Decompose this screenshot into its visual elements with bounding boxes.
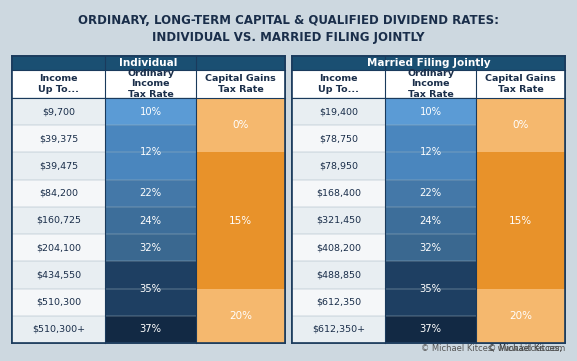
Bar	[12, 125, 105, 152]
Bar	[292, 152, 385, 180]
Bar	[476, 98, 565, 152]
Text: $488,850: $488,850	[316, 270, 361, 279]
Bar	[385, 125, 476, 180]
Text: $612,350: $612,350	[316, 298, 361, 306]
Bar	[292, 180, 385, 207]
Text: 12%: 12%	[140, 147, 162, 157]
Bar	[196, 152, 285, 288]
Text: 20%: 20%	[229, 311, 252, 321]
Text: $321,450: $321,450	[316, 216, 361, 225]
Text: $168,400: $168,400	[316, 189, 361, 198]
Text: 10%: 10%	[140, 106, 162, 117]
Bar	[292, 56, 565, 343]
Bar	[196, 98, 285, 152]
Text: Income
Up To...: Income Up To...	[38, 74, 79, 94]
Text: Capital Gains
Tax Rate: Capital Gains Tax Rate	[485, 74, 556, 94]
Bar	[385, 98, 476, 125]
Bar	[12, 70, 105, 98]
Bar	[12, 180, 105, 207]
Bar	[385, 70, 476, 98]
Bar	[292, 234, 385, 261]
Text: $160,725: $160,725	[36, 216, 81, 225]
Bar	[292, 316, 385, 343]
Text: 24%: 24%	[140, 216, 162, 226]
Text: 22%: 22%	[419, 188, 441, 198]
Bar	[292, 70, 385, 98]
Bar	[12, 56, 285, 343]
Text: Income
Up To...: Income Up To...	[318, 74, 359, 94]
Text: ORDINARY, LONG-TERM CAPITAL & QUALIFIED DIVIDEND RATES:: ORDINARY, LONG-TERM CAPITAL & QUALIFIED …	[78, 14, 499, 27]
Bar	[105, 316, 196, 343]
Text: $204,100: $204,100	[36, 243, 81, 252]
Bar	[385, 261, 476, 316]
Bar	[12, 56, 285, 70]
Bar	[12, 288, 105, 316]
Bar	[105, 98, 196, 125]
Text: 24%: 24%	[419, 216, 441, 226]
Text: 37%: 37%	[140, 325, 162, 334]
Bar	[292, 125, 385, 152]
Text: 22%: 22%	[140, 188, 162, 198]
Bar	[292, 207, 385, 234]
Text: $19,400: $19,400	[319, 107, 358, 116]
Text: 15%: 15%	[509, 216, 532, 226]
Text: Individual: Individual	[119, 58, 178, 68]
Text: Married Filing Jointly: Married Filing Jointly	[367, 58, 490, 68]
Bar	[12, 207, 105, 234]
Text: Ordinary
Income
Tax Rate: Ordinary Income Tax Rate	[407, 69, 454, 99]
Text: Capital Gains
Tax Rate: Capital Gains Tax Rate	[205, 74, 276, 94]
Bar	[105, 261, 196, 316]
Bar	[12, 261, 105, 288]
Bar	[105, 70, 196, 98]
Bar	[105, 234, 196, 261]
Text: $78,750: $78,750	[319, 134, 358, 143]
Bar	[292, 288, 385, 316]
Bar	[385, 234, 476, 261]
Text: Ordinary
Income
Tax Rate: Ordinary Income Tax Rate	[127, 69, 174, 99]
Bar	[12, 316, 105, 343]
Bar	[476, 152, 565, 288]
Bar	[12, 98, 105, 125]
Text: $408,200: $408,200	[316, 243, 361, 252]
Text: $78,950: $78,950	[319, 162, 358, 170]
Text: $39,375: $39,375	[39, 134, 78, 143]
Bar	[385, 180, 476, 207]
Text: 0%: 0%	[233, 120, 249, 130]
Text: $9,700: $9,700	[42, 107, 75, 116]
Bar	[196, 70, 285, 98]
Bar	[105, 125, 196, 180]
Text: $84,200: $84,200	[39, 189, 78, 198]
Text: 37%: 37%	[419, 325, 441, 334]
Bar	[292, 261, 385, 288]
Text: INDIVIDUAL VS. MARRIED FILING JOINTLY: INDIVIDUAL VS. MARRIED FILING JOINTLY	[152, 31, 425, 44]
Text: 32%: 32%	[140, 243, 162, 253]
Text: $39,475: $39,475	[39, 162, 78, 170]
Text: $510,300+: $510,300+	[32, 325, 85, 334]
Text: $434,550: $434,550	[36, 270, 81, 279]
Bar	[196, 288, 285, 343]
Text: 10%: 10%	[419, 106, 441, 117]
Text: 32%: 32%	[419, 243, 441, 253]
Bar	[12, 152, 105, 180]
Bar	[292, 98, 385, 125]
Bar	[105, 180, 196, 207]
Text: 35%: 35%	[140, 283, 162, 293]
Text: 15%: 15%	[229, 216, 252, 226]
Text: $612,350+: $612,350+	[312, 325, 365, 334]
Bar	[476, 288, 565, 343]
Bar	[12, 234, 105, 261]
Text: 35%: 35%	[419, 283, 441, 293]
Bar	[292, 56, 565, 70]
Text: 12%: 12%	[419, 147, 441, 157]
Bar	[476, 70, 565, 98]
Text: 20%: 20%	[509, 311, 532, 321]
Bar	[105, 207, 196, 234]
Text: © Michael Kitces, www.kitces.com: © Michael Kitces, www.kitces.com	[421, 344, 565, 352]
Text: 0%: 0%	[512, 120, 529, 130]
Text: $510,300: $510,300	[36, 298, 81, 306]
Bar	[385, 316, 476, 343]
Text: © Michael Kitces,: © Michael Kitces,	[489, 344, 565, 352]
Bar	[385, 207, 476, 234]
